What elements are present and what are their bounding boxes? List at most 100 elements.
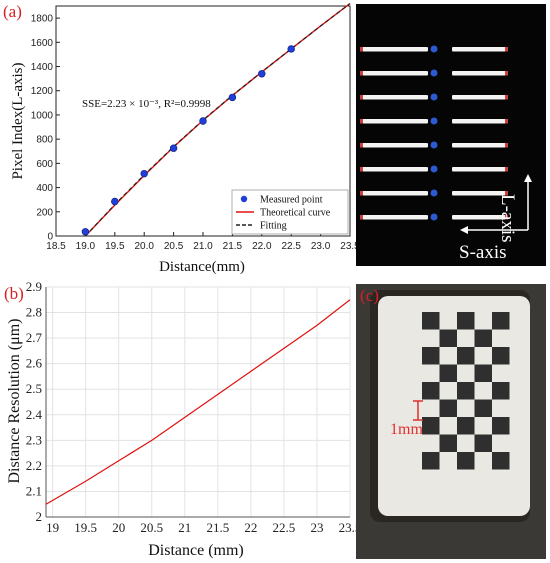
stripe-right (452, 215, 508, 220)
b-ytick-label: 2.2 (26, 458, 42, 473)
a-xtick-label: 19.5 (105, 241, 125, 252)
a-xtick-label: 21.5 (223, 241, 243, 252)
a-measured-point (140, 169, 148, 178)
panel-a-letter: (a) (3, 2, 22, 21)
l-axis-label: L-axis (497, 194, 518, 243)
b-series-line (45, 299, 351, 505)
a-annotation: SSE=2.23 × 10⁻³, R²=0.9998 (82, 98, 211, 110)
stripe-end-left (360, 215, 363, 220)
stripe-center-dot (430, 93, 438, 101)
stripe-end-right (505, 47, 508, 52)
b-ytick-label: 2.7 (26, 330, 43, 345)
panel-b-chart: 19 19.5 20 20.5 21 21.5 22 22.5 23 23.5 2 2.1 2.2 2.3… (6, 281, 356, 559)
b-ytick-label: 2.3 (26, 432, 42, 447)
b-xlabel: Distance (mm) (148, 542, 244, 559)
stripe-left (360, 167, 428, 172)
b-ytick-label: 2.1 (26, 483, 42, 498)
b-xtick-label: 19.5 (74, 520, 97, 535)
checker-square (457, 452, 475, 470)
a-xtick-label: 23.0 (311, 241, 331, 252)
a-measured-point (287, 45, 295, 53)
b-ytick-label: 2.8 (26, 305, 42, 320)
checkerboard-photo: (c) 1mm (356, 284, 546, 559)
stripe-right (452, 95, 508, 100)
b-ytick-label: 2.4 (26, 407, 43, 422)
stripe-right (452, 143, 508, 148)
a-ytick-label: 1000 (31, 110, 54, 121)
checker-square (422, 417, 440, 435)
a-xtick-label: 22.5 (281, 241, 301, 252)
stripe-left (360, 119, 428, 124)
a-ylabel: Pixel Index(L-axis) (10, 62, 26, 179)
a-xtick-label: 20.5 (164, 241, 184, 252)
panel-c-letter: (c) (360, 286, 379, 305)
stripe-left (360, 143, 428, 148)
stripe-right (452, 71, 508, 76)
stripe-left (360, 191, 428, 196)
stripe-center-dot (430, 213, 438, 221)
a-ytick-label: 800 (36, 135, 53, 146)
checker-square (422, 347, 440, 365)
b-ytick-label: 2.9 (26, 281, 42, 294)
b-ytick-label: 2.6 (26, 356, 43, 371)
stripe-left (360, 215, 428, 220)
a-xtick-label: 19.0 (76, 241, 96, 252)
stripe-end-right (505, 71, 508, 76)
b-xtick-label: 23.5 (339, 520, 356, 535)
stripe-end-right (505, 119, 508, 124)
checkerboard-target (356, 284, 546, 559)
b-xtick-label: 20 (112, 520, 125, 535)
stripe-right (452, 119, 508, 124)
a-xtick-label: 20.0 (134, 241, 154, 252)
a-xtick-label: 23.5 (340, 241, 356, 252)
stripe-end-right (505, 191, 508, 196)
checker-square (474, 329, 492, 347)
stripe-center-dot (430, 165, 438, 173)
stripe-center-dot (430, 69, 438, 77)
panel-b-letter: (b) (4, 284, 24, 303)
b-plot-area (46, 287, 350, 517)
a-ytick-label: 1200 (31, 86, 54, 97)
b-xtick-label: 20.5 (140, 520, 163, 535)
a-ytick-label: 1600 (31, 38, 54, 49)
a-ytick-label: 200 (36, 207, 53, 218)
a-measured-point (258, 70, 266, 78)
s-axis-arrowhead (460, 226, 468, 234)
stripe-center-dot (430, 117, 438, 125)
stripe-center-dot (430, 45, 438, 53)
stripe-left (360, 47, 428, 52)
stripe-end-left (360, 143, 363, 148)
a-xlabel: Distance(mm) (159, 259, 245, 275)
a-legend: Measured point Theoretical curve Fitting (231, 189, 349, 235)
checker-square (474, 399, 492, 417)
checker-square (439, 329, 457, 347)
b-xtick-label: 21.5 (206, 520, 229, 535)
stripe-end-left (360, 47, 363, 52)
b-xtick-label: 23 (310, 520, 323, 535)
a-ytick-label: 0 (47, 232, 53, 243)
panel-a-chart: 18.5 19.0 19.5 20.0 20.5 21.0 21.5 22.0 22.5 23.0… (10, 3, 356, 275)
a-ytick-label: 400 (36, 183, 53, 194)
stripe-right (452, 191, 508, 196)
checker-square (457, 347, 475, 365)
a-measured-point (199, 117, 207, 125)
checker-square (474, 364, 492, 382)
stripe-left (360, 71, 428, 76)
b-ylabel: Distance Resolution (μm) (6, 319, 23, 484)
l-axis-arrowhead (524, 174, 532, 182)
checker-square (422, 452, 440, 470)
a-measured-point (81, 228, 90, 236)
checker-square (492, 347, 510, 365)
b-ytick-label: 2.5 (26, 381, 42, 396)
a-legend-label: Theoretical curve (260, 208, 331, 219)
stripe-end-right (505, 143, 508, 148)
checker-square (492, 417, 510, 435)
checker-square (457, 417, 475, 435)
stripe-end-left (360, 119, 363, 124)
a-measured-point (111, 197, 119, 206)
a-legend-label: Measured point (260, 195, 323, 206)
a-measured-point (169, 144, 178, 152)
stripe-end-left (360, 71, 363, 76)
a-ytick-label: 1800 (31, 14, 54, 25)
checker-square (439, 434, 457, 452)
